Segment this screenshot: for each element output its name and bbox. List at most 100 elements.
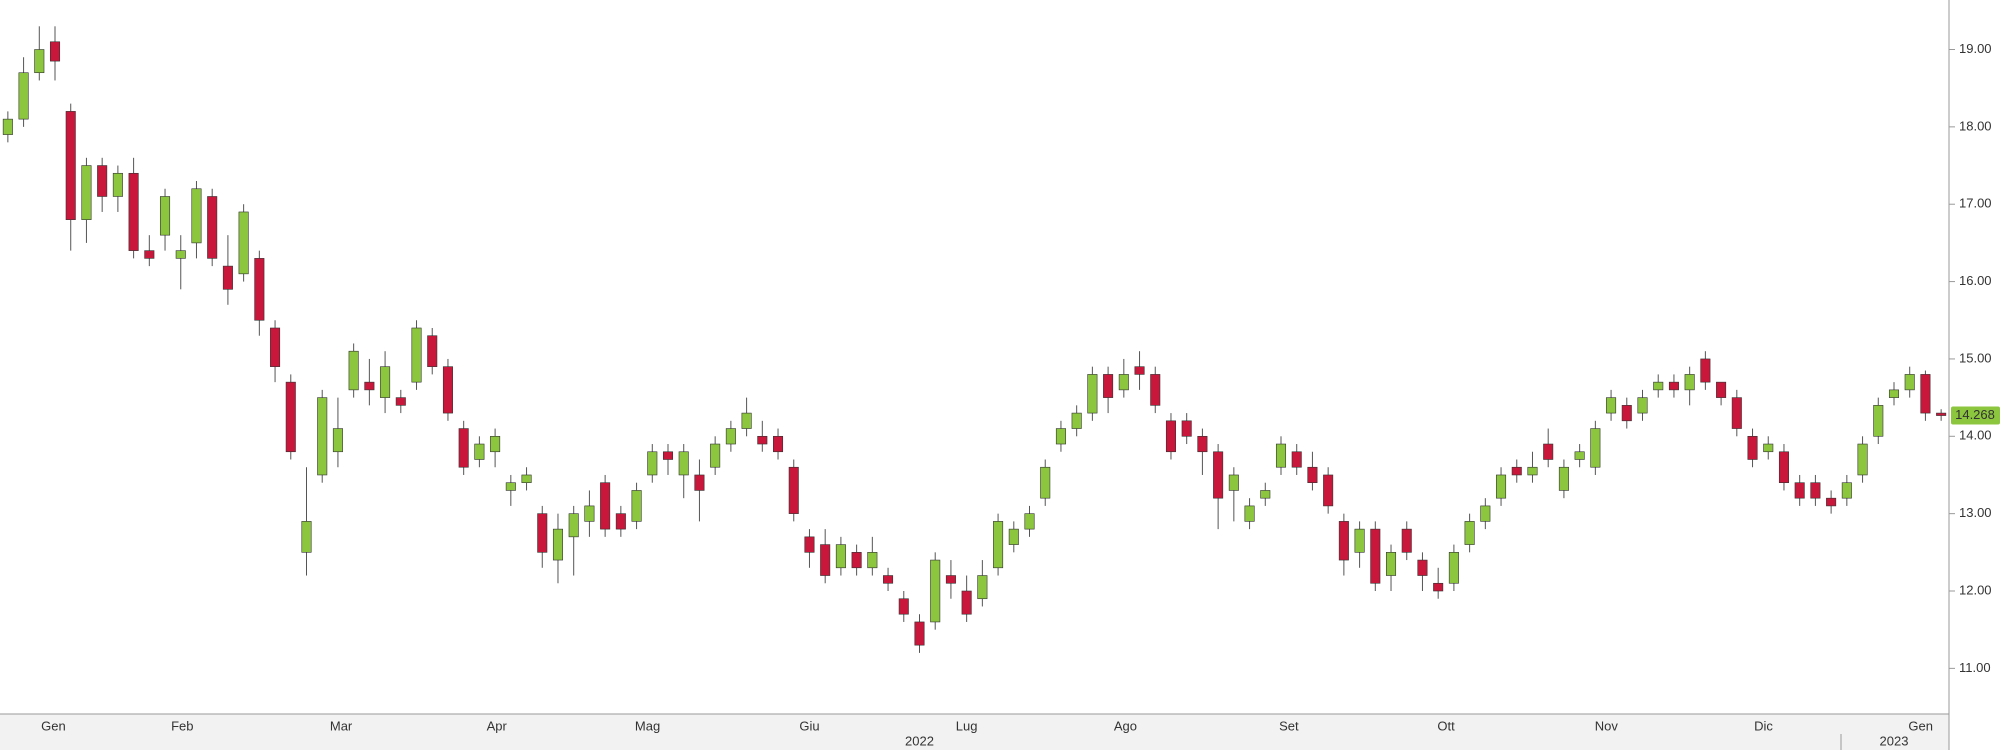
candle-body <box>1071 412 1082 429</box>
x-tick-label: Giu <box>799 718 819 733</box>
candle-body <box>961 590 972 615</box>
x-tick-label: Set <box>1279 718 1299 733</box>
last-value-box <box>1951 406 2000 425</box>
candle-body <box>1244 505 1255 522</box>
candle-body <box>34 49 45 74</box>
candle-body <box>1291 451 1302 468</box>
candle-body <box>1008 528 1019 545</box>
candle-body <box>1778 451 1789 484</box>
candle-body <box>568 513 579 538</box>
candle-body <box>1338 521 1349 561</box>
candle-body <box>1307 466 1318 484</box>
candle-body <box>112 172 123 197</box>
candle-body <box>1668 381 1679 391</box>
candle-body <box>631 490 642 522</box>
candle-body <box>1810 482 1821 499</box>
y-tick-label: 12.00 <box>1959 582 1992 597</box>
x-tick-label: Mag <box>635 718 660 733</box>
candle-body <box>537 513 548 553</box>
candle-body <box>1275 443 1287 468</box>
candle-body <box>1590 428 1601 468</box>
candle-body <box>364 381 375 391</box>
candle-body <box>1637 397 1648 414</box>
candle-body <box>1103 374 1114 398</box>
candle-body <box>1417 559 1428 576</box>
candle-body <box>1700 358 1711 383</box>
candle-body <box>144 250 155 259</box>
candle-body <box>1197 435 1208 453</box>
candle-body <box>600 482 611 530</box>
x-tick-label: Ago <box>1114 718 1137 733</box>
y-tick-label: 13.00 <box>1959 505 1992 520</box>
candle-body <box>521 474 532 484</box>
candle-body <box>757 435 768 445</box>
candle-body <box>678 451 689 476</box>
y-tick-label: 15.00 <box>1959 350 1992 365</box>
candle-body <box>380 366 391 398</box>
candle-body <box>1024 513 1035 530</box>
candle-body <box>1386 552 1397 576</box>
candle-body <box>1370 528 1381 584</box>
x-tick-label: Gen <box>1908 718 1933 733</box>
x-tick-label: Dic <box>1754 718 1773 733</box>
candle-body <box>490 435 501 453</box>
x-tick-label: Ott <box>1437 718 1455 733</box>
candle-body <box>332 428 343 453</box>
candle-body <box>1574 451 1585 460</box>
candle-body <box>1213 451 1224 499</box>
candle-body <box>820 544 831 576</box>
y-tick-label: 18.00 <box>1959 118 1992 133</box>
candle-body <box>694 474 705 491</box>
candle-body <box>1747 435 1758 460</box>
candle-body <box>1621 405 1632 422</box>
candle-body <box>1040 466 1051 499</box>
candle-body <box>945 575 956 584</box>
candle-body <box>505 482 516 491</box>
candle-body <box>1841 482 1852 499</box>
candle-body <box>1888 389 1900 398</box>
candle-body <box>348 350 359 391</box>
candle-body <box>81 165 92 220</box>
candle-body <box>1118 374 1129 391</box>
candle-body <box>993 521 1004 569</box>
candle-body <box>1857 443 1868 476</box>
candle-body <box>191 188 202 244</box>
candle-body <box>411 327 422 383</box>
candle-body <box>18 72 29 120</box>
candle-body <box>1087 374 1098 414</box>
candle-body <box>615 513 626 530</box>
candle-body <box>1904 374 1915 391</box>
candle-body <box>647 451 658 476</box>
candle-body <box>238 211 249 275</box>
candle-body <box>97 165 108 197</box>
candle-body <box>867 552 878 569</box>
candle-body <box>160 196 171 236</box>
x-tick-label: Mar <box>330 718 353 733</box>
candle-body <box>1480 505 1491 522</box>
x-tick-label: Nov <box>1595 718 1619 733</box>
candle-body <box>898 598 909 615</box>
candle-body <box>883 575 894 584</box>
candle-body <box>175 250 186 259</box>
y-tick-label: 17.00 <box>1959 196 1992 211</box>
candle-body <box>1055 428 1066 445</box>
candle-body <box>1401 528 1412 553</box>
last-value-label: 14.268 <box>1955 407 1995 422</box>
candle-body <box>1496 474 1507 499</box>
candle-body <box>1936 412 1947 416</box>
candle-body <box>1433 582 1444 592</box>
candle-body <box>1323 474 1334 507</box>
candle-body <box>725 428 736 445</box>
candle-body <box>2 118 13 135</box>
candle-body <box>395 397 406 406</box>
candle-body <box>1165 420 1176 453</box>
x-axis-band <box>0 714 1949 750</box>
candle-body <box>65 111 76 220</box>
candle-body <box>1716 381 1727 398</box>
candle-body <box>1448 552 1459 584</box>
candle-body <box>1606 397 1617 414</box>
x-tick-label: Lug <box>956 718 978 733</box>
candle-body <box>1181 420 1192 437</box>
candle-body <box>1920 374 1931 414</box>
